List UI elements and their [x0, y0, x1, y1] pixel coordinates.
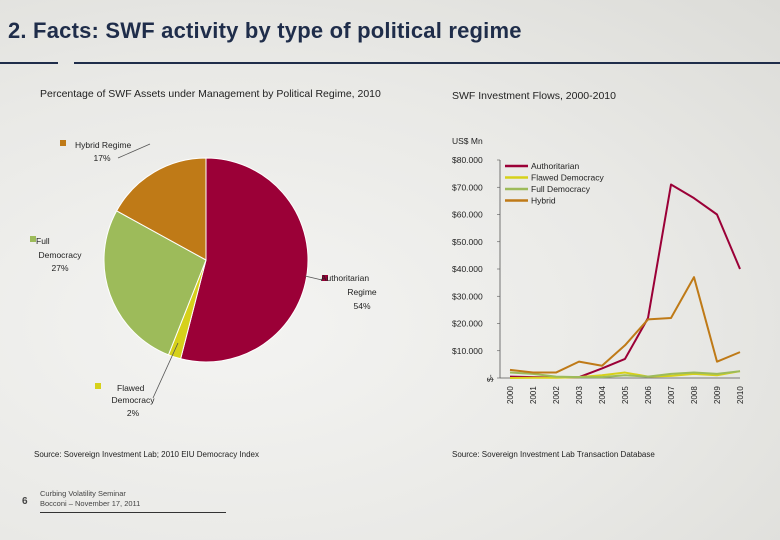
pie-legend-swatch-authoritarian-regime [322, 275, 328, 281]
title-rule-right [74, 62, 780, 64]
pie-label-full-democracy: Democracy [39, 250, 83, 260]
y-tick-label: $50.000 [452, 237, 483, 247]
pie-pct-flawed-democracy: 2% [127, 408, 140, 418]
pie-chart: Authoritarian Regime 54% Flawed Democracy 2% F… [30, 140, 377, 418]
x-tick-label: 2006 [644, 386, 653, 404]
pie-chart-title: Percentage of SWF Assets under Managemen… [40, 88, 381, 100]
series-line-authoritarian [509, 183, 741, 379]
pie-chart-source: Source: Sovereign Investment Lab; 2010 E… [34, 450, 260, 459]
y-tick-label: $80.000 [452, 155, 483, 165]
pie-label-full-democracy: Full [36, 236, 50, 246]
pie-pct-hybrid-regime: 17% [93, 153, 110, 163]
legend-label-authoritarian: Authoritarian [531, 161, 579, 171]
x-tick-label: 2010 [736, 386, 745, 404]
pie-leader-line-flawed-democracy [152, 342, 179, 399]
line-chart: US$ Mn $- $10.000 $20.000 $30.000 $40.000 $50.… [452, 136, 745, 404]
pie-slice-hybrid-regime [115, 157, 207, 261]
page-number: 6 [22, 496, 28, 507]
pie-leader-line-authoritarian-regime [304, 275, 323, 281]
y-tick-label: $20.000 [452, 319, 483, 329]
slide-title: 2. Facts: SWF activity by type of politi… [8, 18, 522, 43]
footer-rule [40, 512, 226, 513]
pie-pct-full-democracy: 27% [51, 263, 68, 273]
pie-label-authoritarian-regime: Authoritarian [321, 273, 369, 283]
series-line-flawed-democracy [509, 370, 741, 379]
pie-legend-swatch-flawed-democracy [95, 383, 101, 389]
y-tick-label: $10.000 [452, 346, 483, 356]
pie-slice-full-democracy [103, 210, 207, 356]
line-chart-source: Source: Sovereign Investment Lab Transac… [452, 450, 655, 459]
x-tick-label: 2008 [690, 386, 699, 404]
x-tick-label: 2003 [575, 386, 584, 404]
line-chart-title: SWF Investment Flows, 2000-2010 [452, 90, 616, 102]
legend-label-flawed-democracy: Flawed Democracy [531, 173, 604, 183]
line-unit-label: US$ Mn [452, 136, 483, 146]
x-tick-label: 2007 [667, 386, 676, 404]
pie-leader-line-hybrid-regime [117, 143, 151, 159]
footer-line-1: Curbing Volatility Seminar [40, 489, 126, 498]
y-tick-label: $60.000 [452, 210, 483, 220]
legend-label-hybrid: Hybrid [531, 196, 556, 206]
x-tick-label: 2009 [713, 386, 722, 404]
pie-legend-swatch-full-democracy [30, 236, 36, 242]
y-tick-label: $30.000 [452, 291, 483, 301]
y-tick-label: $- [485, 374, 495, 382]
x-tick-label: 2002 [552, 386, 561, 404]
x-tick-label: 2001 [529, 386, 538, 404]
x-tick-label: 2005 [621, 386, 630, 404]
series-line-full-democracy [509, 370, 741, 379]
pie-label-authoritarian-regime: Regime [347, 287, 377, 297]
footer-text: Curbing Volatility Seminar Bocconi – Nov… [40, 489, 140, 509]
pie-label-hybrid-regime: Hybrid Regime [75, 140, 131, 150]
title-rule-left [0, 62, 58, 64]
pie-pct-authoritarian-regime: 54% [353, 301, 370, 311]
y-tick-label: $70.000 [452, 182, 483, 192]
x-tick-label: 2004 [598, 386, 607, 404]
series-line-hybrid [509, 276, 741, 374]
pie-label-flawed-democracy: Flawed [117, 383, 145, 393]
pie-legend-swatch-hybrid-regime [60, 140, 66, 146]
pie-slice-authoritarian-regime [180, 157, 309, 363]
footer-line-2: Bocconi – November 17, 2011 [40, 499, 141, 508]
x-tick-label: 2000 [506, 386, 515, 404]
legend-label-full-democracy: Full Democracy [531, 184, 591, 194]
y-tick-label: $40.000 [452, 264, 483, 274]
pie-label-flawed-democracy: Democracy [112, 395, 156, 405]
